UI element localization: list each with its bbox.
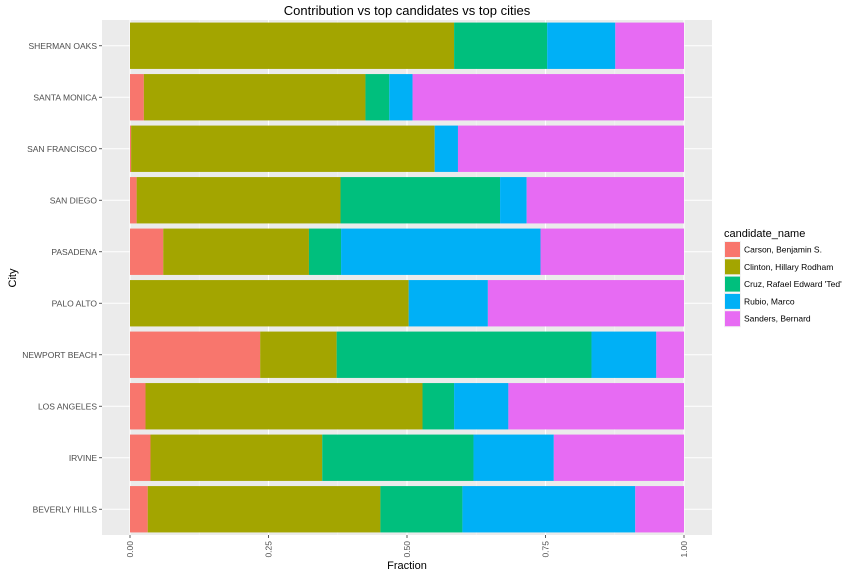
- bar-segment: [130, 280, 409, 327]
- x-tick-label: 0.75: [541, 541, 551, 558]
- bar-segment: [462, 486, 636, 533]
- bar-segment: [553, 434, 684, 481]
- bar-segment: [143, 74, 366, 121]
- x-tick-label: 0.50: [402, 541, 412, 558]
- bar-segment: [163, 228, 309, 275]
- y-tick-label: SHERMAN OAKS: [29, 41, 98, 51]
- x-tick-label: 0.25: [264, 541, 274, 558]
- bar-segment: [130, 331, 261, 378]
- bar-segment: [341, 228, 541, 275]
- bar-segment: [260, 331, 337, 378]
- bar-segment: [365, 74, 390, 121]
- bar-segment: [591, 331, 657, 378]
- legend-title: candidate_name: [724, 228, 805, 240]
- chart-title: Contribution vs top candidates vs top ci…: [284, 3, 531, 18]
- y-tick-label: SAN DIEGO: [50, 195, 98, 205]
- bar-segment: [130, 125, 132, 172]
- bar-segment: [487, 280, 684, 327]
- x-axis-title: Fraction: [387, 560, 427, 572]
- bar-segment: [656, 331, 684, 378]
- bar-segment: [508, 383, 684, 430]
- bar-segment: [308, 228, 342, 275]
- bar-segment: [500, 177, 527, 224]
- legend-label[interactable]: Cruz, Rafael Edward 'Ted': [744, 279, 842, 289]
- bar-segment: [454, 22, 548, 69]
- x-axis-ticks: 0.00 0.25 0.50 0.75 1.00: [125, 535, 689, 558]
- y-axis-ticks: SHERMAN OAKS SANTA MONICA SAN FRANCISCO SAN…: [22, 41, 102, 514]
- y-axis-title: City: [7, 268, 19, 287]
- bar-segment: [412, 74, 684, 121]
- x-tick-label: 0.00: [125, 541, 135, 558]
- legend-swatch: [725, 293, 740, 309]
- y-tick-label: LOS ANGELES: [38, 401, 97, 411]
- bar-segment: [145, 383, 423, 430]
- bar-segment: [540, 228, 684, 275]
- bar-segment: [380, 486, 463, 533]
- bar-segment: [130, 486, 148, 533]
- y-tick-label: IRVINE: [69, 453, 98, 463]
- bar-segment: [130, 228, 164, 275]
- bar-segment: [336, 331, 592, 378]
- bar-segment: [389, 74, 413, 121]
- bar-segment: [615, 22, 684, 69]
- bar-segment: [422, 383, 455, 430]
- legend[interactable]: candidate_name Carson, Benjamin S. Clinto…: [724, 228, 842, 328]
- legend-label[interactable]: Sanders, Bernard: [744, 314, 811, 324]
- bar-segment: [547, 22, 616, 69]
- y-tick-label: PASADENA: [51, 247, 97, 257]
- bar-segment: [130, 434, 151, 481]
- bar-segment: [147, 486, 381, 533]
- legend-label[interactable]: Clinton, Hillary Rodham: [744, 262, 833, 272]
- legend-swatch: [725, 276, 740, 292]
- y-tick-label: NEWPORT BEACH: [22, 350, 97, 360]
- legend-swatch: [725, 259, 740, 275]
- bar-segment: [340, 177, 501, 224]
- bar-segment: [434, 125, 458, 172]
- bar-segment: [150, 434, 323, 481]
- legend-label[interactable]: Carson, Benjamin S.: [744, 245, 822, 255]
- y-tick-label: PALO ALTO: [52, 298, 98, 308]
- y-tick-label: SANTA MONICA: [33, 92, 97, 102]
- bar-segment: [130, 74, 144, 121]
- bar-segment: [322, 434, 474, 481]
- bar-segment: [457, 125, 684, 172]
- bar-segment: [526, 177, 684, 224]
- bar-segment: [473, 434, 554, 481]
- legend-label[interactable]: Rubio, Marco: [744, 296, 795, 306]
- bar-segment: [408, 280, 488, 327]
- x-tick-label: 1.00: [679, 541, 689, 558]
- bar-segment: [130, 177, 137, 224]
- bar-segment: [131, 125, 435, 172]
- bar-segment: [136, 177, 341, 224]
- y-tick-label: BEVERLY HILLS: [33, 504, 98, 514]
- bar-segment: [130, 383, 146, 430]
- bar-segment: [635, 486, 684, 533]
- y-tick-label: SAN FRANCISCO: [27, 144, 97, 154]
- bars: [130, 22, 684, 533]
- bar-segment: [130, 22, 455, 69]
- bar-segment: [454, 383, 509, 430]
- legend-swatch: [725, 311, 740, 327]
- legend-swatch: [725, 242, 740, 257]
